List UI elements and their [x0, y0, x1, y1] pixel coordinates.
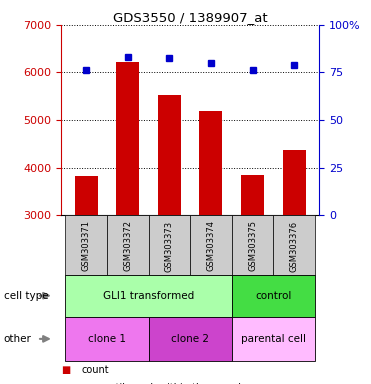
Bar — [158, 95, 181, 215]
Text: count: count — [82, 365, 109, 375]
Text: cell type: cell type — [4, 291, 48, 301]
Text: parental cell: parental cell — [241, 334, 306, 344]
Bar — [148, 215, 190, 275]
Bar — [190, 215, 232, 275]
Text: GSM303376: GSM303376 — [290, 220, 299, 271]
Text: clone 1: clone 1 — [88, 334, 126, 344]
Text: clone 2: clone 2 — [171, 334, 209, 344]
Bar — [65, 317, 148, 361]
Text: GSM303372: GSM303372 — [123, 220, 132, 271]
Bar — [232, 215, 273, 275]
Text: GSM303373: GSM303373 — [165, 220, 174, 271]
Text: ■: ■ — [61, 383, 70, 384]
Bar — [116, 62, 139, 215]
Bar — [65, 275, 232, 317]
Text: GLI1 transformed: GLI1 transformed — [103, 291, 194, 301]
Text: GSM303371: GSM303371 — [82, 220, 91, 271]
Bar — [232, 275, 315, 317]
Text: control: control — [255, 291, 292, 301]
Title: GDS3550 / 1389907_at: GDS3550 / 1389907_at — [113, 11, 267, 24]
Bar — [200, 111, 222, 215]
Bar — [241, 175, 264, 215]
Text: percentile rank within the sample: percentile rank within the sample — [82, 383, 247, 384]
Bar — [273, 215, 315, 275]
Text: GSM303374: GSM303374 — [206, 220, 216, 271]
Text: GSM303375: GSM303375 — [248, 220, 257, 271]
Text: ■: ■ — [61, 365, 70, 375]
Bar — [75, 176, 98, 215]
Bar — [107, 215, 148, 275]
Bar — [65, 215, 107, 275]
Bar — [232, 317, 315, 361]
Text: other: other — [4, 334, 32, 344]
Bar — [148, 317, 232, 361]
Bar — [283, 150, 306, 215]
